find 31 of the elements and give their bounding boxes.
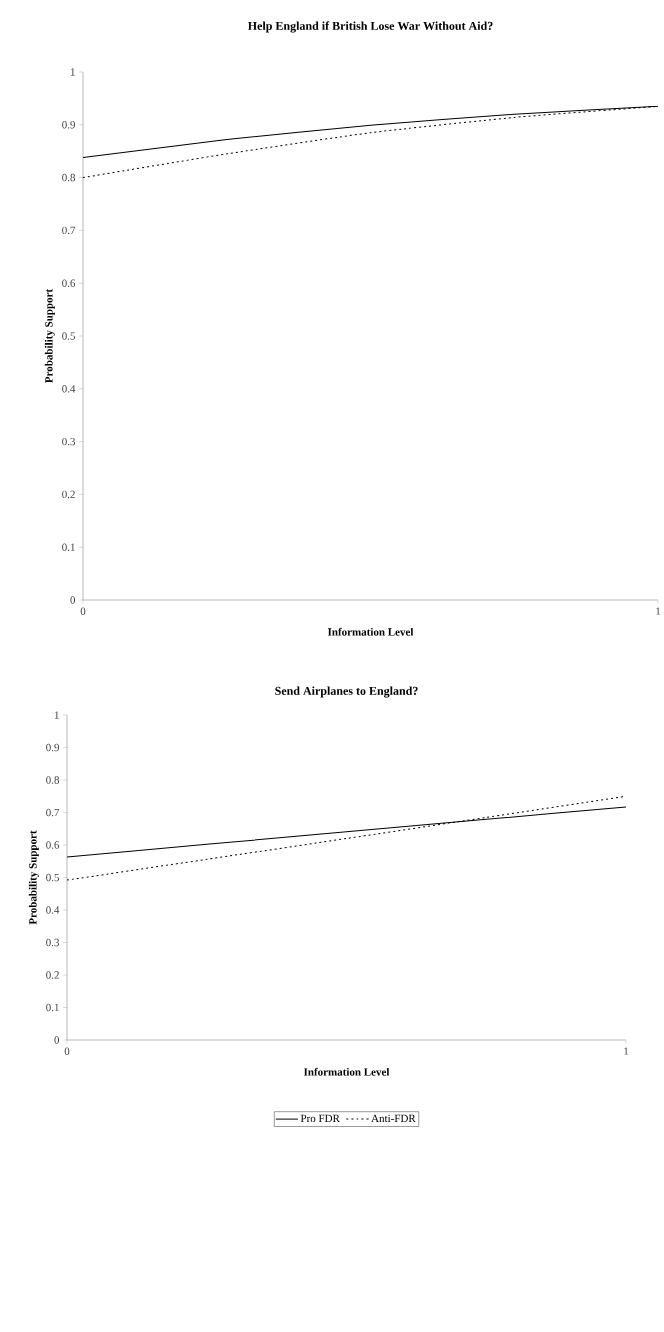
x-axis-title: Information Level <box>327 627 414 636</box>
y-tick-label: 0 <box>54 1036 60 1044</box>
y-tick-label: 0.7 <box>46 808 60 817</box>
y-tick-label: 0.2 <box>46 971 59 979</box>
y-tick-label: 0.6 <box>62 279 76 287</box>
y-tick-label: 1 <box>70 68 75 76</box>
y-tick-label: 0.9 <box>46 743 59 752</box>
y-tick-label: 0.5 <box>62 332 75 340</box>
chart-title: Help England if British Lose War Without Aid? <box>247 21 493 33</box>
chart-title: Send Airplanes to England? <box>275 686 418 698</box>
y-tick-label: 0.3 <box>62 437 75 446</box>
y-tick-label: 0 <box>70 596 76 604</box>
y-tick-label: 0.2 <box>62 490 75 499</box>
y-axis-title: Probability Support <box>44 288 55 383</box>
y-tick-label: 0.7 <box>62 226 76 235</box>
y-tick-label: 0.9 <box>62 121 75 129</box>
y-axis-title: Probability Support <box>28 830 39 925</box>
y-tick-label: 0.6 <box>46 841 60 849</box>
y-tick-label: 0.5 <box>46 873 59 882</box>
line-series <box>66 795 626 881</box>
y-tick-label: 0.4 <box>46 906 60 914</box>
y-tick-label: 0.8 <box>46 776 60 784</box>
legend-label: Anti-FDR <box>371 1114 416 1123</box>
y-tick-label: 0.8 <box>62 173 76 182</box>
y-tick-label: 0.3 <box>46 938 59 947</box>
y-tick-label: 0.1 <box>46 1003 59 1012</box>
legend-label: Pro FDR <box>300 1114 340 1123</box>
y-tick-label: 0.4 <box>62 385 76 393</box>
y-tick-label: 0.1 <box>62 543 75 551</box>
y-tick-label: 1 <box>54 711 59 719</box>
x-axis-title: Information Level <box>303 1067 390 1076</box>
